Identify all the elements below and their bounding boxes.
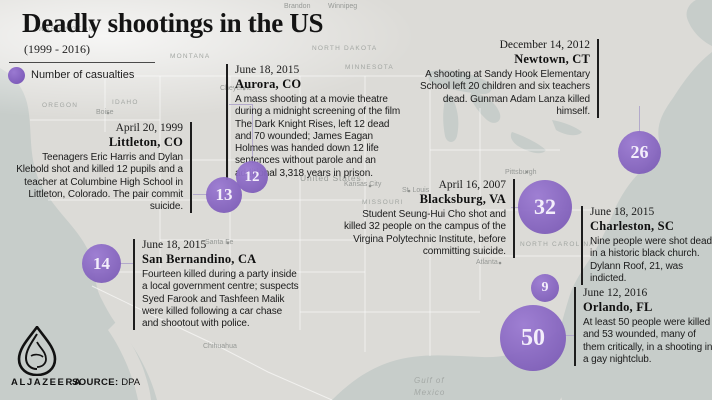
- baja-peninsula: [108, 322, 151, 400]
- casualty-bubble-charleston: 9: [531, 274, 559, 302]
- legend-label: Number of casualties: [31, 69, 135, 81]
- leader-aurora-vertical: [252, 104, 253, 162]
- atlantic-water: [557, 52, 712, 400]
- event-block-newtown: December 14, 2012 Newtown, CT A shooting…: [412, 39, 599, 119]
- event-date: June 18, 2015: [142, 239, 207, 251]
- event-date: April 20, 1999: [115, 122, 183, 134]
- st-lawrence-water: [686, 0, 712, 46]
- event-block-littleton: April 20, 1999 Littleton, CO Teenagers E…: [11, 122, 192, 214]
- casualty-bubble-blacksburg: 32: [518, 180, 572, 234]
- aljazeera-wordmark: ALJAZEERA: [11, 377, 83, 388]
- casualty-legend-icon: [8, 67, 25, 84]
- leader-newtown: [639, 106, 640, 132]
- leader-orlando: [565, 335, 575, 336]
- casualty-bubble-littleton: 13: [206, 177, 242, 213]
- source-credit: SOURCE: DPA: [72, 377, 140, 388]
- event-date: June 12, 2016: [583, 287, 648, 299]
- event-place: Charleston, SC: [590, 219, 675, 233]
- mexico-border: [91, 285, 333, 400]
- event-block-blacksburg: April 16, 2007 Blacksburg, VA Student Se…: [338, 179, 515, 259]
- legend-divider: [9, 62, 155, 63]
- event-description: Student Seung-Hui Cho shot and killed 32…: [344, 209, 506, 257]
- source-value: DPA: [121, 377, 141, 388]
- leader-littleton: [193, 194, 208, 195]
- event-block-san-bernandino: June 18, 2015 San Bernandino, CA Fourtee…: [133, 239, 300, 331]
- event-description: A mass shooting at a movie theatre durin…: [235, 94, 401, 179]
- event-place: Newtown, CT: [514, 52, 590, 66]
- event-description: Fourteen killed during a party inside a …: [142, 269, 299, 330]
- pacific-water: [0, 68, 157, 400]
- event-block-orlando: June 12, 2016 Orlando, FL At least 50 pe…: [574, 287, 712, 367]
- event-place: Blacksburg, VA: [419, 192, 506, 206]
- aljazeera-logo-icon: [17, 326, 57, 376]
- event-description: At least 50 people were killed and 53 wo…: [583, 317, 712, 365]
- source-label: SOURCE:: [72, 377, 119, 388]
- event-date: December 14, 2012: [499, 39, 590, 51]
- event-description: A shooting at Sandy Hook Elementary Scho…: [420, 69, 590, 117]
- casualty-bubble-newtown: 26: [618, 131, 661, 174]
- event-description: Teenagers Eric Harris and Dylan Klebold …: [16, 152, 183, 213]
- event-place: Aurora, CO: [235, 77, 302, 91]
- event-place: Orlando, FL: [583, 300, 653, 314]
- page-title: Deadly shootings in the US: [22, 8, 324, 38]
- leader-blacksburg: [511, 207, 519, 208]
- event-block-aurora: June 18, 2015 Aurora, CO A mass shooting…: [226, 64, 407, 181]
- event-block-charleston: June 18, 2015 Charleston, SC Nine people…: [581, 206, 712, 286]
- event-description: Nine people were shot dead in a historic…: [590, 236, 712, 284]
- gulf-of-mexico-water: [332, 331, 568, 400]
- event-date: June 18, 2015: [590, 206, 655, 218]
- casualty-bubble-orlando: 50: [500, 305, 566, 371]
- event-date: April 16, 2007: [438, 179, 506, 191]
- event-date: June 18, 2015: [235, 64, 300, 76]
- leader-san-bernandino: [120, 263, 134, 264]
- casualty-bubble-san-bernandino: 14: [82, 244, 121, 283]
- leader-aurora-horizontal: [229, 104, 252, 105]
- casualty-bubble-aurora: 12: [236, 161, 268, 193]
- event-place: Littleton, CO: [108, 135, 183, 149]
- event-place: San Bernandino, CA: [142, 252, 257, 266]
- page-subtitle: (1999 - 2016): [24, 42, 90, 56]
